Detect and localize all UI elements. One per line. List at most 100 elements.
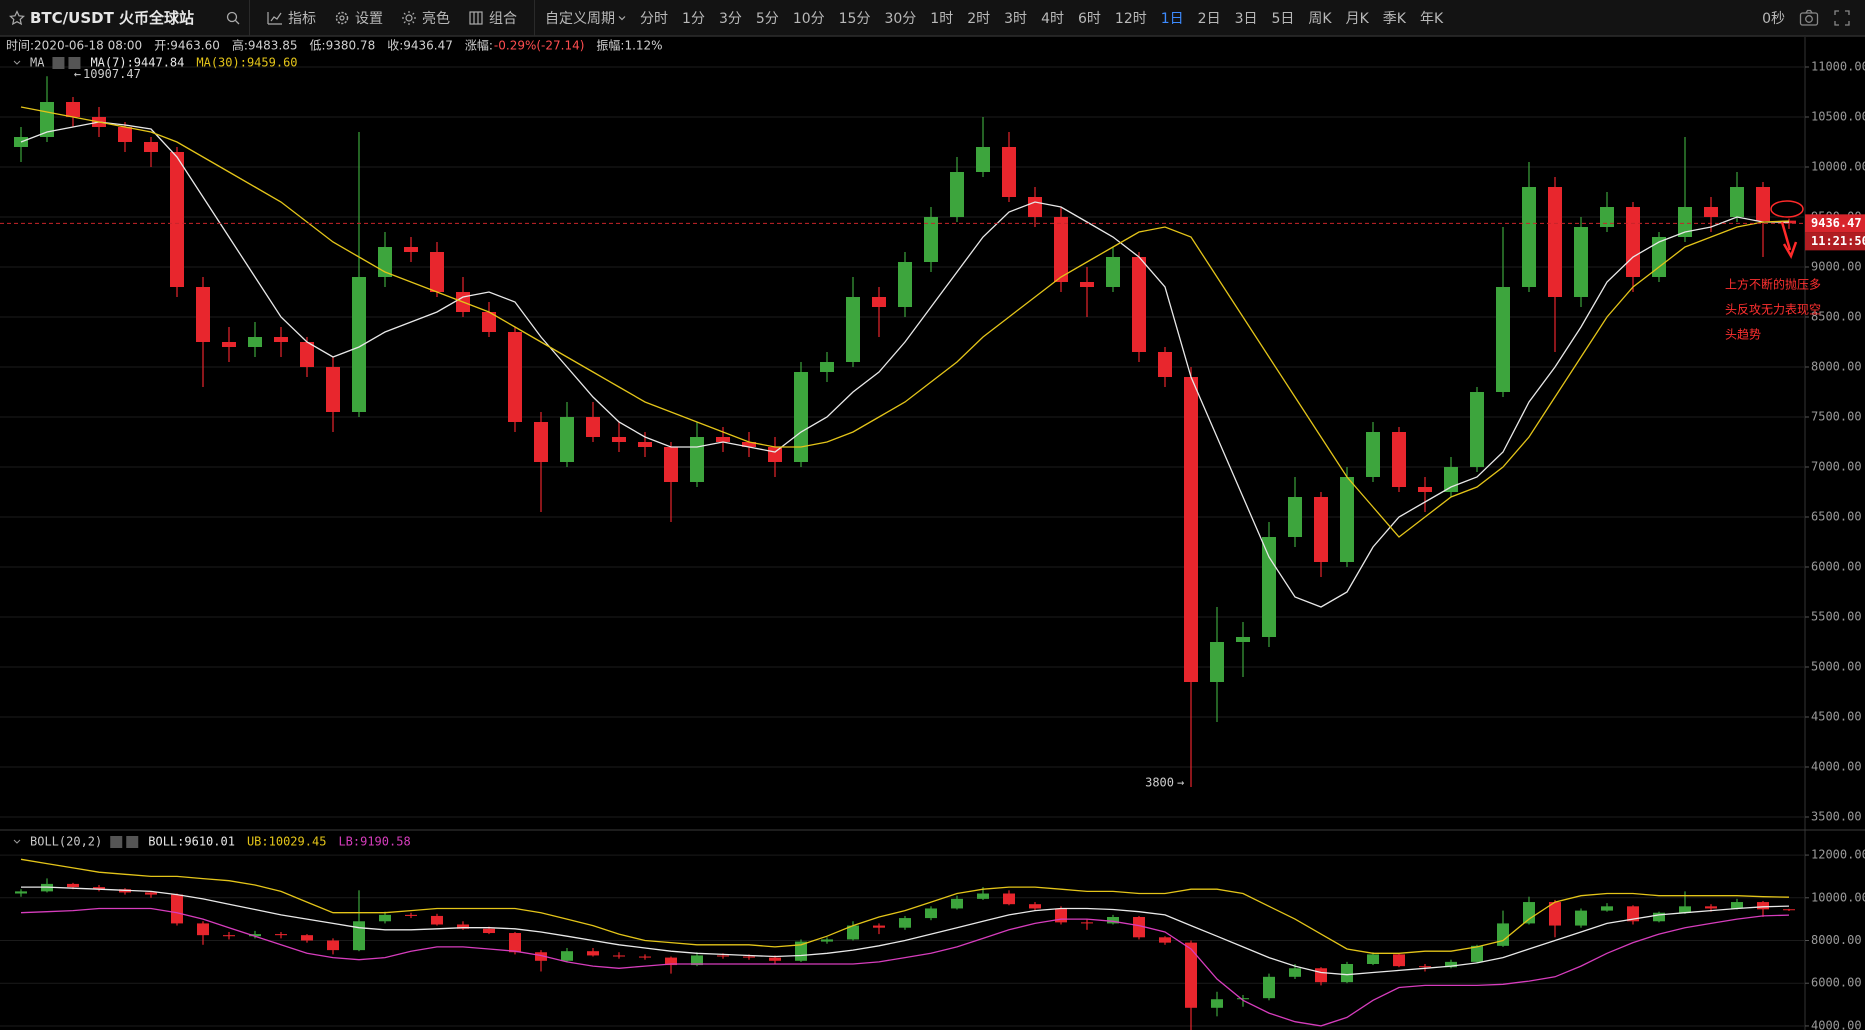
candle-body: [1003, 893, 1015, 905]
period[interactable]: 3时: [1004, 10, 1028, 27]
indicator-line: [20, 106, 1790, 538]
period[interactable]: 季K: [1382, 10, 1406, 27]
period[interactable]: 10分: [792, 10, 825, 27]
indicator-name: MA: [30, 56, 45, 70]
menu-item[interactable]: 指标: [267, 8, 316, 28]
annotation-text: 头趋势: [1725, 328, 1761, 342]
legend-entry: LB:9190.58: [338, 835, 410, 849]
candle-body: [1678, 207, 1692, 237]
y-tick-label: 10000.00: [1811, 160, 1865, 174]
candle-body: [1184, 377, 1198, 682]
countdown: 0秒: [1762, 10, 1785, 27]
annotation-arrow: [1780, 221, 1798, 259]
candle-body: [1444, 467, 1458, 492]
collapse-icon: [13, 60, 21, 65]
candle-body: [1211, 999, 1223, 1008]
info-item: 高:9483.85: [232, 38, 298, 53]
period[interactable]: 3日: [1234, 10, 1258, 27]
candle-body: [1627, 906, 1639, 922]
high-label: 10907.47: [83, 67, 141, 81]
fullscreen-icon[interactable]: [1833, 9, 1851, 27]
candle-body: [638, 442, 652, 447]
candle-body: [405, 914, 417, 916]
candle-body: [1601, 906, 1613, 911]
period[interactable]: 1日: [1160, 10, 1184, 27]
camera-icon[interactable]: [1799, 9, 1819, 27]
candle-body: [1289, 968, 1301, 977]
period[interactable]: 5分: [755, 10, 779, 27]
candle-body: [1002, 147, 1016, 197]
star-icon[interactable]: [9, 9, 25, 26]
info-item: 涨幅:: [465, 38, 493, 53]
search-icon[interactable]: [225, 10, 241, 26]
settings-icon: [52, 57, 65, 69]
low-arrow: →: [1177, 776, 1184, 790]
candle-body: [222, 342, 236, 347]
period[interactable]: 分时: [640, 10, 669, 27]
indicator-line: [20, 907, 1790, 1027]
indicator-name: BOLL(20,2): [30, 835, 102, 849]
menu-label[interactable]: 亮色: [422, 10, 451, 27]
candle-body: [1730, 187, 1744, 217]
candle-body: [430, 252, 444, 292]
period[interactable]: 1时: [930, 10, 954, 27]
candle-body: [1419, 966, 1431, 968]
candle-body: [898, 262, 912, 307]
menu-label[interactable]: 指标: [288, 10, 317, 27]
candle-body: [1705, 906, 1717, 909]
candle-body: [586, 417, 600, 437]
indicator-line: [21, 886, 1790, 976]
candle-body: [1263, 976, 1275, 999]
symbol-box[interactable]: BTC/USDT 火币全球站: [9, 7, 194, 28]
period[interactable]: 6时: [1077, 10, 1101, 27]
legend-entry: BOLL:9610.01: [148, 835, 235, 849]
candle-body: [561, 951, 573, 961]
period[interactable]: 1分: [682, 10, 705, 27]
menu-label[interactable]: 组合: [489, 10, 518, 27]
y-tick-label: 5500.00: [1811, 610, 1862, 624]
y-tick-label: 4500.00: [1811, 710, 1862, 724]
candle-body: [1107, 917, 1119, 924]
menu-item[interactable]: 亮色: [401, 8, 450, 28]
candle-body: [1522, 187, 1536, 287]
candle-body: [1392, 432, 1406, 487]
toolbar: BTC/USDT 火币全球站 指标 设置 亮色 组合 自定义周期 分时 1分 3分 5…: [0, 0, 1865, 36]
candle-body: [1367, 954, 1379, 964]
candle-body: [639, 956, 651, 958]
period[interactable]: 周K: [1308, 10, 1332, 27]
period[interactable]: 15分: [838, 10, 871, 27]
y-tick-label: 11000.00: [1811, 60, 1865, 74]
candle-body: [820, 362, 834, 372]
divider: [534, 0, 536, 36]
period[interactable]: 3分: [718, 10, 742, 27]
period[interactable]: 4时: [1041, 10, 1064, 27]
candle-body: [794, 372, 808, 462]
candle-body: [1548, 187, 1562, 297]
legend-entry: MA(30):9459.60: [196, 56, 297, 70]
period[interactable]: 年K: [1419, 10, 1444, 27]
candle-body: [144, 142, 158, 152]
candle-body: [872, 297, 886, 307]
menu-label[interactable]: 设置: [355, 10, 384, 27]
candle-body: [1210, 642, 1224, 682]
dropdown-icon[interactable]: [617, 13, 627, 23]
candle-body: [1652, 237, 1666, 277]
candle-body: [274, 337, 288, 342]
period[interactable]: 30分: [884, 10, 917, 27]
menu-item[interactable]: 组合: [468, 8, 517, 28]
candle-body: [15, 891, 27, 894]
menu-item[interactable]: 设置: [334, 8, 383, 28]
candle-body: [352, 277, 366, 412]
y-tick-label: 7500.00: [1811, 410, 1862, 424]
icon: [402, 10, 417, 25]
indicator-line: [20, 121, 1790, 608]
symbol[interactable]: BTC/USDT 火币全球站: [30, 9, 195, 27]
period[interactable]: 月K: [1345, 10, 1369, 27]
candle-body: [1054, 217, 1068, 282]
period[interactable]: 5日: [1271, 10, 1295, 27]
period[interactable]: 2时: [967, 10, 991, 27]
period[interactable]: 12时: [1114, 10, 1147, 27]
candle-body: [483, 928, 495, 934]
custom-period[interactable]: 自定义周期: [545, 10, 616, 27]
period[interactable]: 2日: [1197, 10, 1221, 27]
